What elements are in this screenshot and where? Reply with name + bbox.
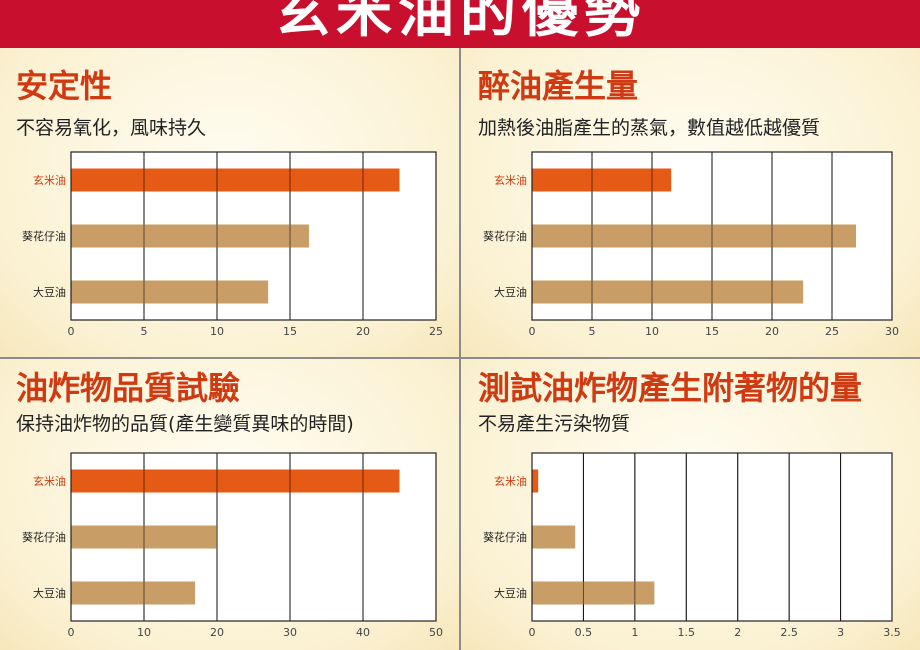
category-label: 玄米油: [494, 173, 527, 187]
x-tick-label: 10: [137, 626, 151, 639]
category-label: 玄米油: [33, 173, 66, 187]
x-tick-label: 0.5: [575, 626, 593, 639]
plot-border: [70, 452, 437, 622]
header-title: 玄米油的優勢: [274, 0, 646, 45]
panel-title: 測試油炸物產生附著物的量: [478, 369, 863, 407]
plot-border: [70, 151, 437, 321]
category-label: 大豆油: [33, 285, 66, 299]
category-label: 玄米油: [33, 474, 66, 488]
bar-sunflower-oil: [532, 525, 576, 549]
category-label: 葵花仔油: [22, 229, 66, 243]
x-tick-label: 20: [210, 626, 224, 639]
x-tick-label: 1: [631, 626, 638, 639]
x-tick-label: 0: [529, 325, 536, 338]
chart-panel-stability: 安定性 不容易氧化，風味持久 0 5 10 15 20 25 玄米油葵花仔油大豆油: [0, 48, 459, 357]
bar-soybean-oil: [532, 280, 804, 304]
x-tick-label: 20: [356, 325, 370, 338]
plot-border: [531, 452, 893, 622]
header-banner: 玄米油的優勢: [0, 0, 920, 48]
category-label: 玄米油: [494, 474, 527, 488]
bar-brown-rice-oil: [71, 168, 400, 192]
x-tick-label: 1.5: [678, 626, 696, 639]
x-tick-label: 15: [705, 325, 719, 338]
x-tick-label: 40: [356, 626, 370, 639]
x-tick-label: 25: [429, 325, 443, 338]
horizontal-divider: [0, 357, 920, 359]
bar-soybean-oil: [71, 581, 196, 605]
category-label: 大豆油: [494, 586, 527, 600]
category-label: 大豆油: [33, 586, 66, 600]
x-tick-label: 5: [589, 325, 596, 338]
x-tick-label: 50: [429, 626, 443, 639]
chart-panel-residue: 測試油炸物產生附著物的量 不易產生污染物質 0 0.5 1 1.5 2 2.5 3 3.5 玄米…: [461, 359, 920, 650]
x-tick-label: 25: [825, 325, 839, 338]
x-tick-label: 3: [837, 626, 844, 639]
bar-soybean-oil: [532, 581, 655, 605]
bar-soybean-oil: [71, 280, 269, 304]
x-tick-label: 5: [141, 325, 148, 338]
category-label: 葵花仔油: [22, 530, 66, 544]
plot-border: [531, 151, 893, 321]
panel-subtitle: 不易產生污染物質: [478, 413, 631, 435]
x-tick-label: 10: [645, 325, 659, 338]
x-tick-label: 0: [68, 325, 75, 338]
x-tick-label: 0: [68, 626, 75, 639]
category-label: 葵花仔油: [483, 530, 527, 544]
panel-title: 油炸物品質試驗: [16, 369, 241, 407]
x-tick-label: 3.5: [883, 626, 901, 639]
bar-brown-rice-oil: [71, 469, 400, 493]
bar-sunflower-oil: [71, 224, 309, 248]
x-tick-label: 0: [529, 626, 536, 639]
chart-panel-frying-quality: 油炸物品質試驗 保持油炸物的品質(產生變質異味的時間) 0 10 20 30 40 50 玄…: [0, 359, 459, 650]
x-tick-label: 2.5: [780, 626, 798, 639]
panel-subtitle: 保持油炸物的品質(產生變質異味的時間): [16, 413, 354, 435]
panel-subtitle: 加熱後油脂產生的蒸氣，數值越低越優質: [478, 117, 821, 139]
panel-title: 安定性: [16, 67, 113, 105]
bar-brown-rice-oil: [532, 168, 672, 192]
panel-subtitle: 不容易氧化，風味持久: [16, 117, 207, 139]
bar-brown-rice-oil: [532, 469, 539, 493]
x-tick-label: 30: [885, 325, 899, 338]
x-tick-label: 20: [765, 325, 779, 338]
category-label: 大豆油: [494, 285, 527, 299]
x-tick-label: 15: [283, 325, 297, 338]
panel-title: 醉油產生量: [478, 67, 639, 105]
bar-sunflower-oil: [532, 224, 856, 248]
vertical-divider: [459, 48, 461, 650]
chart-panel-smoke: 醉油產生量 加熱後油脂產生的蒸氣，數值越低越優質 0 5 10 15 20 25 30 玄米油…: [461, 48, 920, 357]
x-tick-label: 30: [283, 626, 297, 639]
category-label: 葵花仔油: [483, 229, 527, 243]
x-tick-label: 10: [210, 325, 224, 338]
x-tick-label: 2: [734, 626, 741, 639]
